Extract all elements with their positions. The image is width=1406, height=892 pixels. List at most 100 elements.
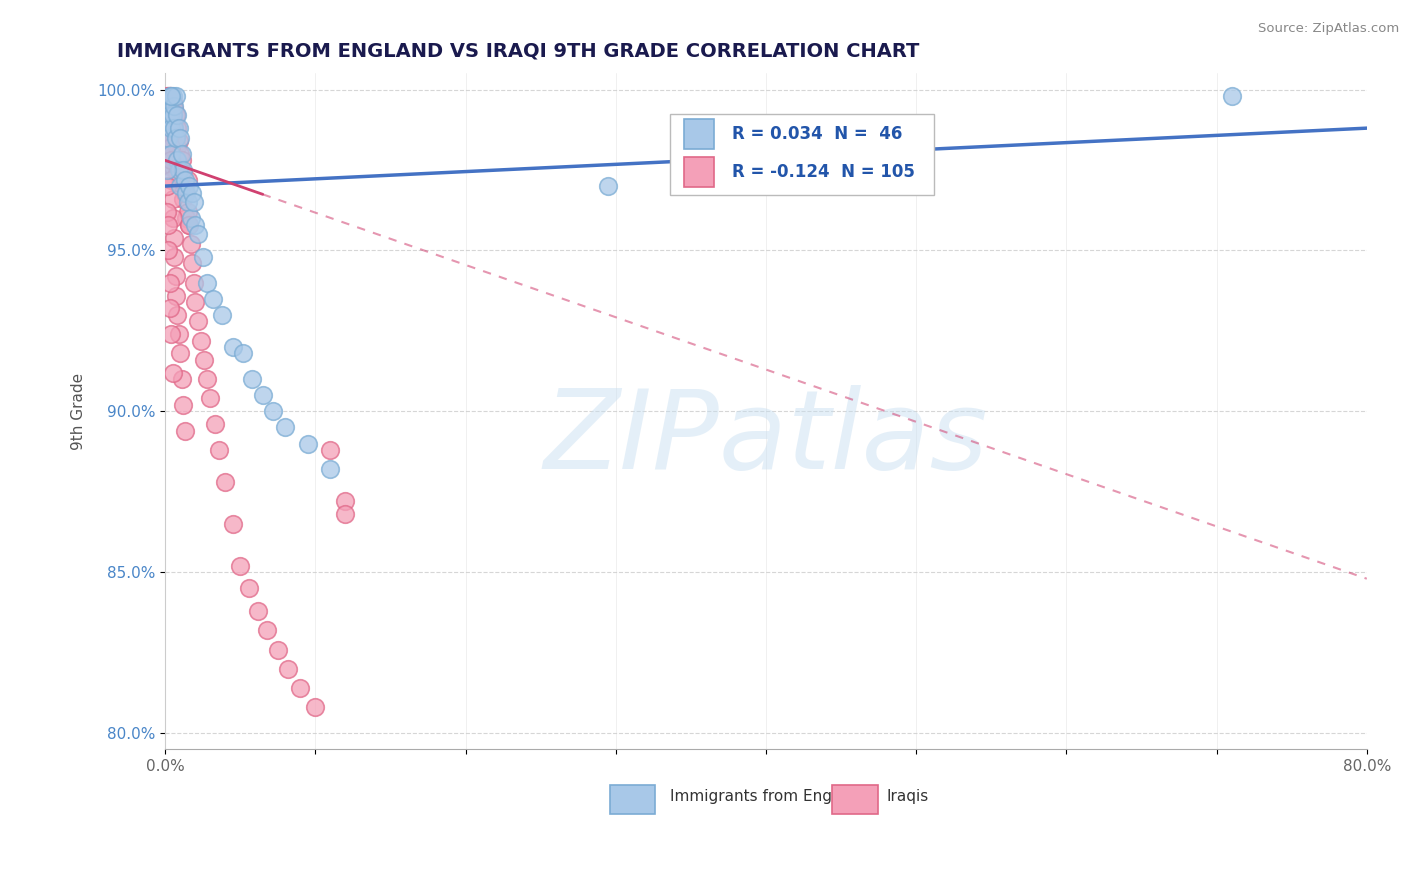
Point — [169, 179, 191, 194]
Point — [165, 269, 187, 284]
Point — [166, 153, 188, 168]
Point — [180, 211, 202, 226]
Point — [155, 108, 177, 122]
Point — [172, 163, 194, 178]
Point — [159, 89, 181, 103]
FancyBboxPatch shape — [669, 114, 934, 195]
Point — [181, 256, 204, 270]
Point — [159, 89, 181, 103]
Point — [157, 102, 180, 116]
Point — [157, 95, 180, 110]
Point — [159, 134, 181, 148]
Point — [160, 147, 183, 161]
Point — [190, 334, 212, 348]
Point — [159, 89, 181, 103]
Point — [160, 172, 183, 186]
Point — [170, 179, 193, 194]
Point — [157, 114, 180, 128]
Point — [193, 352, 215, 367]
Point — [183, 276, 205, 290]
Point — [598, 179, 620, 194]
Point — [229, 558, 252, 573]
Point — [162, 108, 184, 122]
Point — [160, 121, 183, 136]
Point — [290, 681, 312, 695]
Point — [202, 292, 225, 306]
Point — [162, 108, 184, 122]
Point — [335, 508, 357, 522]
Point — [160, 160, 183, 174]
Point — [159, 102, 181, 116]
Point — [179, 179, 201, 194]
Point — [208, 442, 231, 457]
Text: IMMIGRANTS FROM ENGLAND VS IRAQI 9TH GRADE CORRELATION CHART: IMMIGRANTS FROM ENGLAND VS IRAQI 9TH GRA… — [117, 42, 920, 61]
Point — [173, 186, 195, 200]
Point — [165, 128, 187, 142]
Point — [155, 163, 177, 178]
Point — [159, 102, 181, 116]
Y-axis label: 9th Grade: 9th Grade — [72, 373, 86, 450]
Point — [157, 130, 180, 145]
Point — [176, 195, 198, 210]
Point — [169, 172, 191, 186]
Text: Source: ZipAtlas.com: Source: ZipAtlas.com — [1258, 22, 1399, 36]
Point — [195, 372, 218, 386]
Text: Iraqis: Iraqis — [886, 789, 928, 804]
Point — [160, 121, 183, 136]
Point — [160, 147, 183, 161]
Point — [211, 308, 233, 322]
Point — [169, 130, 191, 145]
Point — [172, 166, 194, 180]
Point — [160, 89, 183, 103]
Point — [155, 102, 177, 116]
Point — [267, 642, 290, 657]
Text: R = -0.124  N = 105: R = -0.124 N = 105 — [733, 162, 915, 181]
Point — [157, 244, 180, 258]
Point — [163, 130, 186, 145]
Point — [1220, 89, 1243, 103]
Point — [162, 160, 184, 174]
Point — [160, 108, 183, 122]
Point — [165, 153, 187, 168]
Point — [163, 153, 186, 168]
Point — [163, 102, 186, 116]
Point — [184, 294, 207, 309]
Bar — [610, 785, 655, 814]
Point — [163, 114, 186, 128]
Point — [187, 314, 209, 328]
Point — [163, 230, 186, 244]
Point — [155, 98, 177, 112]
Point — [240, 372, 263, 386]
Point — [167, 121, 190, 136]
Point — [176, 172, 198, 186]
Point — [157, 128, 180, 142]
Point — [160, 140, 183, 154]
Point — [238, 582, 260, 596]
Point — [155, 89, 177, 103]
Point — [165, 108, 187, 122]
Point — [157, 89, 180, 103]
Point — [214, 475, 236, 490]
Point — [167, 134, 190, 148]
Point — [162, 192, 184, 206]
Point — [179, 218, 201, 232]
Point — [160, 95, 183, 110]
Point — [162, 140, 184, 154]
Point — [166, 166, 188, 180]
Point — [155, 95, 177, 110]
Point — [162, 211, 184, 226]
Point — [159, 114, 181, 128]
Point — [160, 153, 183, 168]
Point — [170, 153, 193, 168]
Point — [159, 114, 181, 128]
Point — [169, 147, 191, 161]
Point — [174, 211, 197, 226]
Point — [256, 624, 278, 638]
Point — [172, 192, 194, 206]
Point — [232, 346, 254, 360]
Point — [167, 163, 190, 178]
Point — [162, 89, 184, 103]
Point — [160, 327, 183, 342]
Point — [157, 218, 180, 232]
Point — [181, 186, 204, 200]
